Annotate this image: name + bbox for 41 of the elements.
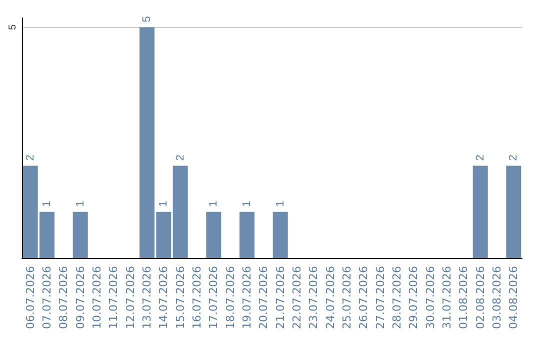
x-tick-label: 26.07.2026 xyxy=(357,266,370,330)
x-tick-label: 04.08.2026 xyxy=(507,266,520,330)
data-label: 2 xyxy=(474,154,486,161)
x-tick-label: 22.07.2026 xyxy=(290,266,304,330)
x-tick-label: 01.08.2026 xyxy=(457,266,470,330)
x-tick-label: 28.07.2026 xyxy=(390,266,404,330)
x-tick-label: 17.07.2026 xyxy=(207,266,220,330)
x-tick-label: 14.07.2026 xyxy=(157,266,170,330)
x-tick-label: 30.07.2026 xyxy=(424,266,437,330)
data-label: 1 xyxy=(274,200,286,207)
data-label: 2 xyxy=(24,154,36,161)
x-tick-label: 29.07.2026 xyxy=(407,266,420,330)
data-label: 2 xyxy=(174,154,186,161)
x-tick-label: 12.07.2026 xyxy=(124,266,137,330)
x-tick-label: 07.07.2026 xyxy=(40,266,54,330)
x-tick-label: 24.07.2026 xyxy=(324,266,337,330)
x-tick-label: 19.07.2026 xyxy=(240,266,254,330)
data-label: 5 xyxy=(141,16,153,22)
x-tick-label: 15.07.2026 xyxy=(174,266,187,330)
x-tick-label: 31.07.2026 xyxy=(440,266,454,330)
data-label: 1 xyxy=(158,200,170,207)
data-label: 2 xyxy=(508,154,520,161)
x-tick-label: 03.08.2026 xyxy=(490,266,504,330)
x-tick-label: 16.07.2026 xyxy=(190,266,204,330)
x-tick-label: 20.07.2026 xyxy=(257,266,270,330)
x-tick-label: 27.07.2026 xyxy=(374,266,387,330)
x-tick-label: 09.07.2026 xyxy=(74,266,87,330)
x-tick-label: 23.07.2026 xyxy=(307,266,320,330)
x-tick-label: 11.07.2026 xyxy=(107,266,120,330)
x-tick-label: 25.07.2026 xyxy=(340,266,354,330)
data-label: 1 xyxy=(208,200,220,207)
x-tick-label: 06.07.2026 xyxy=(24,266,37,330)
data-label: 1 xyxy=(41,200,53,207)
data-label: 1 xyxy=(241,200,253,207)
x-tick-label: 08.07.2026 xyxy=(57,266,70,330)
x-tick-label: 13.07.2026 xyxy=(140,266,154,330)
data-label: 1 xyxy=(74,200,86,207)
x-tick-label: 18.07.2026 xyxy=(224,266,237,330)
x-tick-label: 21.07.2026 xyxy=(274,266,287,330)
x-tick-label: 02.08.2026 xyxy=(474,266,487,330)
x-tick-label: 10.07.2026 xyxy=(90,266,104,330)
